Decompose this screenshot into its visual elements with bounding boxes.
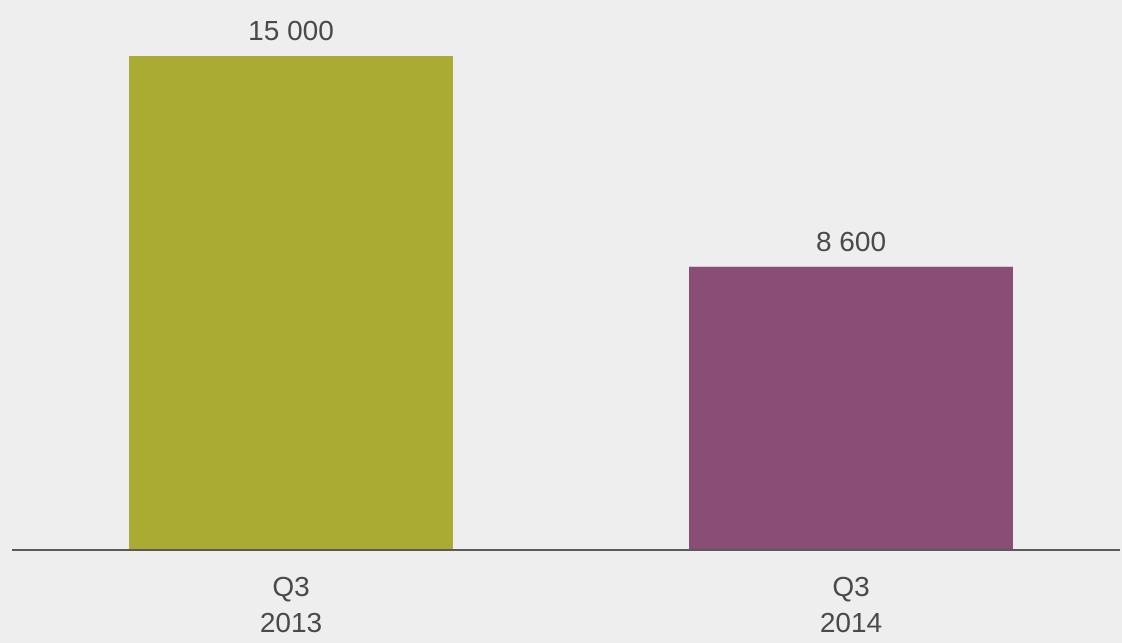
- tick-label-0-1: 2013: [260, 607, 322, 638]
- tick-label-1-0: Q3: [832, 571, 869, 602]
- bar-0: [129, 56, 453, 550]
- value-label-1: 8 600: [816, 226, 886, 257]
- bar-1: [689, 266, 1013, 550]
- tick-label-0-0: Q3: [272, 571, 309, 602]
- bars-group: [129, 56, 1013, 550]
- value-label-0: 15 000: [248, 15, 334, 46]
- tick-labels-group: Q3 2013 Q3 2014: [260, 571, 882, 638]
- value-labels-group: 15 000 8 600: [248, 15, 886, 257]
- tick-label-1-1: 2014: [820, 607, 882, 638]
